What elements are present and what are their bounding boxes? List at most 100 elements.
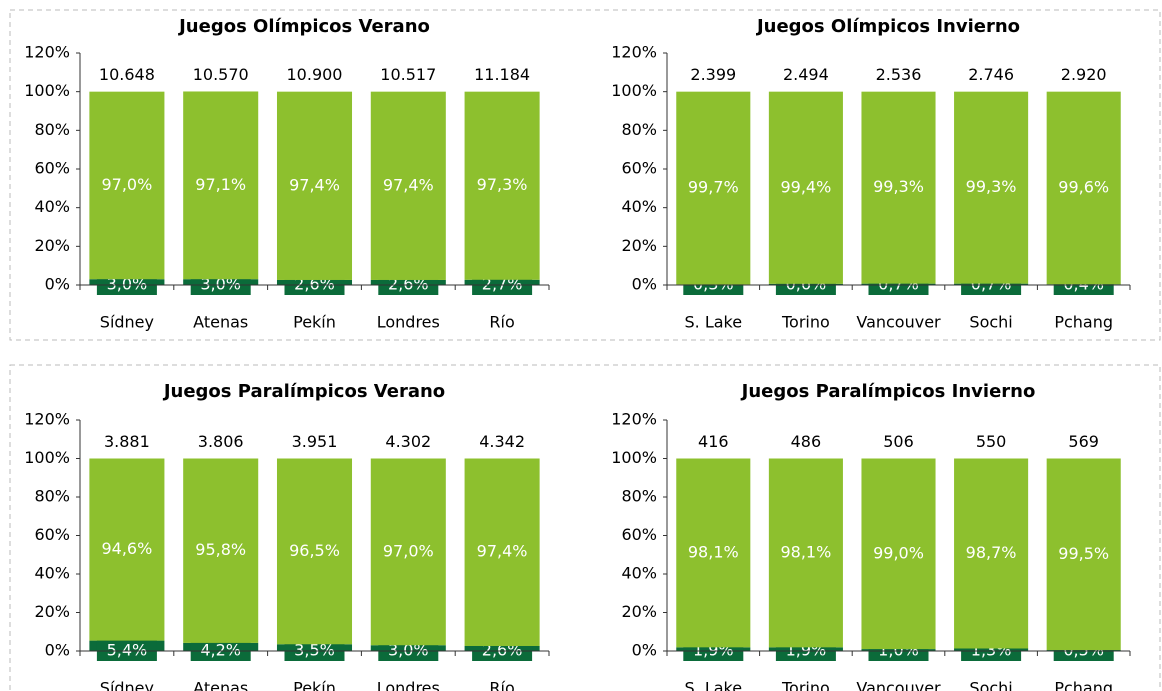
x-tick-label: Río <box>489 679 514 691</box>
data-label: 97,0% <box>101 175 152 194</box>
total-label: 506 <box>883 432 914 451</box>
data-label: 99,3% <box>966 177 1017 196</box>
x-tick-label: Atenas <box>193 679 248 691</box>
data-label: 97,3% <box>477 175 528 194</box>
y-tick-label: 120% <box>24 410 70 429</box>
bar-segment <box>768 91 843 284</box>
bar-segment <box>370 91 446 280</box>
data-label: 98,7% <box>966 543 1017 562</box>
total-label: 3.806 <box>198 432 244 451</box>
total-label: 416 <box>698 432 729 451</box>
y-tick-label: 0% <box>632 275 657 294</box>
data-label: 99,0% <box>873 543 924 562</box>
data-label: 95,8% <box>195 540 246 559</box>
y-tick-label: 60% <box>621 159 657 178</box>
x-tick-label: Sídney <box>100 679 154 691</box>
panel-border <box>9 9 1161 341</box>
x-tick-label: Torino <box>781 313 830 332</box>
data-label: 96,5% <box>289 541 340 560</box>
data-label: 94,6% <box>101 539 152 558</box>
y-tick-label: 120% <box>611 43 657 62</box>
bar-segment <box>89 91 165 280</box>
total-label: 10.648 <box>99 65 155 84</box>
y-tick-label: 100% <box>611 448 657 467</box>
bar-segment <box>276 91 353 280</box>
x-tick-label: Pchang <box>1054 679 1113 691</box>
bar-segment <box>276 458 353 645</box>
y-tick-label: 60% <box>34 525 70 544</box>
chart-title: Juegos Olímpicos Invierno <box>755 16 1020 37</box>
x-tick-label: Vancouver <box>856 679 941 691</box>
y-tick-label: 0% <box>632 641 657 660</box>
bar-segment <box>1046 91 1121 285</box>
y-tick-label: 40% <box>621 564 657 583</box>
bar-segment <box>768 458 843 648</box>
total-label: 2.536 <box>876 65 922 84</box>
y-tick-label: 0% <box>45 275 70 294</box>
x-tick-label: Pekín <box>293 313 336 332</box>
y-tick-label: 60% <box>34 159 70 178</box>
bar-segment <box>676 458 751 648</box>
data-label: 99,3% <box>873 177 924 196</box>
x-tick-label: S. Lake <box>685 313 743 332</box>
total-label: 3.951 <box>292 432 338 451</box>
y-tick-label: 40% <box>34 564 70 583</box>
y-tick-label: 20% <box>34 236 70 255</box>
x-tick-label: Torino <box>781 679 830 691</box>
bar-segment <box>89 458 165 641</box>
data-label: 99,6% <box>1058 177 1109 196</box>
x-tick-label: Pchang <box>1054 313 1113 332</box>
data-label: 98,1% <box>688 542 739 561</box>
total-label: 10.570 <box>193 65 249 84</box>
total-label: 2.746 <box>968 65 1014 84</box>
y-tick-label: 100% <box>24 81 70 100</box>
y-tick-label: 100% <box>24 448 70 467</box>
total-label: 2.920 <box>1061 65 1107 84</box>
data-label: 97,4% <box>383 175 434 194</box>
total-label: 10.517 <box>380 65 436 84</box>
data-label: 97,4% <box>289 175 340 194</box>
chart-title: Juegos Paralímpicos Verano <box>162 381 445 402</box>
total-label: 550 <box>976 432 1007 451</box>
total-label: 10.900 <box>287 65 343 84</box>
y-tick-label: 60% <box>621 525 657 544</box>
x-tick-label: Vancouver <box>856 313 941 332</box>
data-label: 97,1% <box>195 175 246 194</box>
y-tick-label: 20% <box>34 602 70 621</box>
total-label: 4.302 <box>385 432 431 451</box>
bar-segment <box>183 91 259 280</box>
bar-segment <box>1046 458 1121 651</box>
bar-segment <box>861 458 936 650</box>
y-tick-label: 20% <box>621 602 657 621</box>
bar-segment <box>370 458 446 646</box>
x-tick-label: Londres <box>377 679 440 691</box>
data-label: 99,7% <box>688 178 739 197</box>
data-label: 97,4% <box>477 542 528 561</box>
y-tick-label: 80% <box>34 487 70 506</box>
y-tick-label: 40% <box>621 197 657 216</box>
panel-border <box>9 364 1161 691</box>
y-tick-label: 80% <box>621 487 657 506</box>
x-tick-label: Atenas <box>193 313 248 332</box>
y-tick-label: 0% <box>45 641 70 660</box>
total-label: 4.342 <box>479 432 525 451</box>
chart-title: Juegos Olímpicos Verano <box>177 16 430 37</box>
total-label: 569 <box>1068 432 1099 451</box>
data-label: 3,0% <box>388 641 429 660</box>
chart-title: Juegos Paralímpicos Invierno <box>740 381 1036 402</box>
y-tick-label: 40% <box>34 197 70 216</box>
y-tick-label: 80% <box>621 120 657 139</box>
y-tick-label: 120% <box>24 43 70 62</box>
total-label: 11.184 <box>474 65 530 84</box>
total-label: 2.494 <box>783 65 829 84</box>
y-tick-label: 20% <box>621 236 657 255</box>
bar-segment <box>464 458 540 646</box>
x-tick-label: S. Lake <box>685 679 743 691</box>
x-tick-label: Sochi <box>969 313 1012 332</box>
data-label: 98,1% <box>780 542 831 561</box>
data-label: 3,0% <box>200 275 241 294</box>
y-tick-label: 80% <box>34 120 70 139</box>
data-label: 4,2% <box>200 641 241 660</box>
data-label: 5,4% <box>107 641 148 660</box>
total-label: 486 <box>791 432 822 451</box>
